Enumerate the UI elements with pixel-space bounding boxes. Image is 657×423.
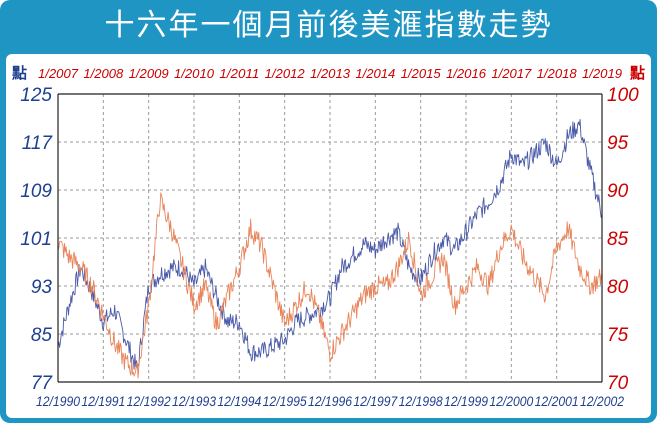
right-tick-label: 80 <box>607 277 629 298</box>
right-axis-unit: 點 <box>630 64 645 82</box>
tick-labels: 77 85 93 101 109 117 125 70 75 80 85 90 95 100 點 點 1/200… <box>12 64 645 409</box>
top-tick-label: 1/2011 <box>219 66 259 81</box>
series-line-1 <box>57 192 603 379</box>
left-axis-unit: 點 <box>12 64 27 82</box>
bottom-tick-label: 12/2000 <box>489 393 533 409</box>
grid <box>57 93 603 383</box>
series-layer <box>57 118 603 379</box>
axes <box>57 93 603 383</box>
top-tick-label: 1/2014 <box>355 66 395 81</box>
top-tick-label: 1/2009 <box>129 66 169 81</box>
bottom-tick-label: 12/1995 <box>263 393 307 409</box>
left-tick-label: 125 <box>20 85 52 106</box>
chart-panel: 77 85 93 101 109 117 125 70 75 80 85 90 95 100 點 點 1/200… <box>6 54 651 418</box>
right-tick-label: 95 <box>607 133 629 154</box>
top-tick-label: 1/2017 <box>491 66 532 81</box>
bottom-tick-label: 12/1999 <box>444 393 488 409</box>
bottom-tick-label: 12/1992 <box>127 393 171 409</box>
bottom-tick-label: 12/1993 <box>172 393 216 409</box>
right-tick-label: 85 <box>607 229 629 250</box>
top-tick-label: 1/2018 <box>537 66 578 81</box>
bottom-tick-label: 12/2001 <box>535 393 579 409</box>
left-tick-label: 101 <box>20 229 52 250</box>
bottom-tick-label: 12/1990 <box>36 393 80 409</box>
chart-title: 十六年一個月前後美滙指數走勢 <box>104 8 553 43</box>
left-tick-label: 93 <box>31 277 53 298</box>
left-tick-label: 117 <box>22 133 54 154</box>
left-tick-label: 85 <box>31 325 53 346</box>
left-tick-label: 77 <box>31 373 54 394</box>
bottom-tick-label: 12/1996 <box>308 393 352 409</box>
top-tick-label: 1/2013 <box>310 66 351 81</box>
right-tick-label: 100 <box>607 85 639 106</box>
left-tick-label: 109 <box>20 181 52 202</box>
top-tick-label: 1/2010 <box>174 66 215 81</box>
top-tick-label: 1/2012 <box>265 66 306 81</box>
bottom-tick-label: 12/1991 <box>81 393 125 409</box>
top-tick-label: 1/2007 <box>38 66 79 81</box>
bottom-tick-label: 12/1994 <box>217 393 261 409</box>
top-tick-label: 1/2015 <box>401 66 442 81</box>
bottom-tick-label: 12/1998 <box>399 393 443 409</box>
right-tick-label: 75 <box>607 325 629 346</box>
bottom-tick-label: 12/2002 <box>580 393 624 409</box>
right-tick-label: 90 <box>607 181 629 202</box>
series-line-0 <box>57 118 603 370</box>
right-tick-label: 70 <box>607 373 629 394</box>
bottom-tick-label: 12/1997 <box>353 393 398 409</box>
top-tick-label: 1/2016 <box>446 66 487 81</box>
chart-svg: 77 85 93 101 109 117 125 70 75 80 85 90 95 100 點 點 1/200… <box>12 64 645 409</box>
top-tick-label: 1/2008 <box>83 66 124 81</box>
top-tick-label: 1/2019 <box>582 66 622 81</box>
